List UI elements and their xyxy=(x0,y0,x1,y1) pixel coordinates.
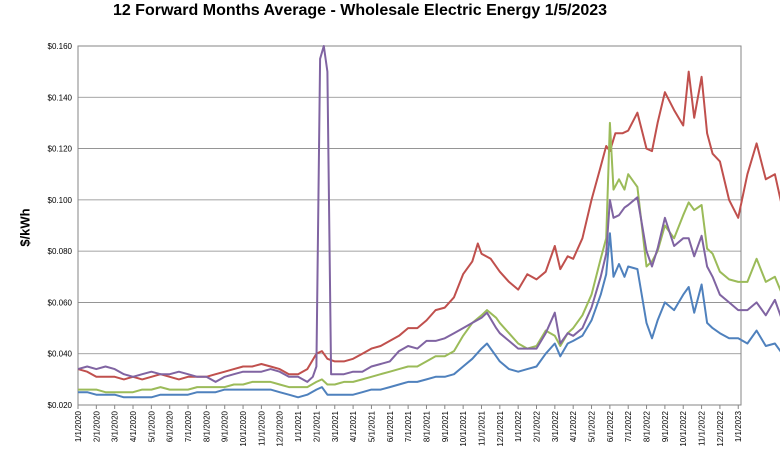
y-axis-ticks: $0.020 $0.040 $0.060 $0.080 $0.100 $0.120 $0.1… xyxy=(48,42,73,410)
x-tick-label: 3/1/2021 xyxy=(331,410,340,442)
x-tick-label: 4/1/2020 xyxy=(129,410,138,442)
x-tick-label: 3/1/2020 xyxy=(111,410,120,442)
y-tick-label: $0.040 xyxy=(48,350,73,359)
chart-title: 12 Forward Months Average - Wholesale El… xyxy=(112,2,608,19)
x-tick-label: 7/1/2021 xyxy=(404,410,413,442)
x-tick-label: 6/1/2022 xyxy=(606,410,615,442)
x-tick-label: 11/1/2021 xyxy=(477,410,486,446)
y-tick-label: $0.020 xyxy=(48,401,73,410)
x-axis-ticks: 1/1/2020 2/1/2020 3/1/2020 4/1/2020 5/1/2020… xyxy=(74,405,743,447)
x-tick-label: 10/1/2020 xyxy=(239,410,248,446)
x-tick-label: 2/1/2022 xyxy=(533,410,542,442)
y-tick-label: $0.160 xyxy=(48,42,73,51)
x-tick-label: 4/1/2021 xyxy=(349,410,358,442)
x-tick-label: 12/1/2022 xyxy=(716,410,725,446)
x-tick-label: 12/1/2020 xyxy=(276,410,285,446)
series-line-4 xyxy=(78,232,780,399)
y-tick-label: $0.080 xyxy=(48,247,73,256)
x-tick-label: 2/1/2020 xyxy=(92,410,101,442)
x-tick-label: 1/1/2023 xyxy=(734,410,743,442)
x-tick-label: 10/1/2022 xyxy=(679,410,688,446)
series-line-3 xyxy=(77,45,780,383)
x-tick-label: 3/1/2022 xyxy=(551,410,560,442)
y-tick-label: $0.120 xyxy=(48,145,73,154)
x-tick-label: 6/1/2021 xyxy=(386,410,395,442)
x-tick-label: 9/1/2020 xyxy=(221,410,230,442)
gridlines xyxy=(78,96,741,355)
y-tick-label: $0.140 xyxy=(48,93,73,102)
y-tick-label: $0.100 xyxy=(48,196,73,205)
x-tick-label: 7/1/2022 xyxy=(624,410,633,442)
plot-area xyxy=(77,45,742,406)
x-tick-label: 8/1/2022 xyxy=(643,410,652,442)
x-tick-label: 12/1/2021 xyxy=(496,410,505,446)
x-tick-label: 1/1/2021 xyxy=(294,410,303,442)
x-tick-label: 9/1/2021 xyxy=(441,410,450,442)
x-tick-label: 4/1/2022 xyxy=(569,410,578,442)
x-tick-label: 7/1/2020 xyxy=(184,410,193,442)
x-tick-label: 9/1/2022 xyxy=(661,410,670,442)
x-tick-label: 1/1/2022 xyxy=(514,410,523,442)
x-tick-label: 5/1/2022 xyxy=(588,410,597,442)
x-tick-label: 5/1/2021 xyxy=(367,410,376,442)
series-line-1 xyxy=(77,70,780,381)
x-tick-label: 11/1/2020 xyxy=(257,410,266,446)
x-tick-label: 8/1/2021 xyxy=(422,410,431,442)
series-lines xyxy=(77,45,780,399)
x-tick-label: 11/1/2022 xyxy=(698,410,707,446)
x-tick-label: 1/1/2020 xyxy=(74,410,83,442)
x-tick-label: 10/1/2021 xyxy=(459,410,468,446)
y-tick-label: $0.060 xyxy=(48,298,73,307)
x-tick-label: 5/1/2020 xyxy=(147,410,156,442)
x-tick-label: 8/1/2020 xyxy=(202,410,211,442)
x-tick-label: 6/1/2020 xyxy=(166,410,175,442)
x-tick-label: 2/1/2021 xyxy=(312,410,321,442)
